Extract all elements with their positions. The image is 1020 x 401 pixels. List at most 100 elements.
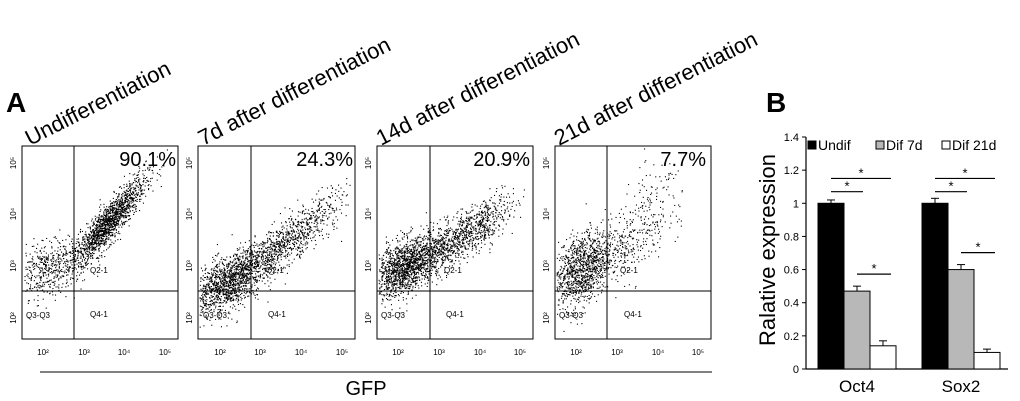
scatter-point bbox=[401, 269, 403, 271]
scatter-point bbox=[288, 233, 290, 235]
scatter-point bbox=[320, 199, 322, 201]
scatter-point bbox=[74, 264, 76, 266]
scatter-point bbox=[411, 265, 413, 267]
scatter-point bbox=[79, 230, 81, 232]
scatter-point bbox=[239, 272, 241, 274]
scatter-point bbox=[82, 280, 84, 282]
scatter-point bbox=[207, 277, 209, 279]
scatter-point bbox=[244, 252, 246, 254]
x-tick-label: 10² bbox=[37, 348, 49, 357]
scatter-point bbox=[245, 274, 247, 276]
scatter-point bbox=[423, 239, 425, 241]
scatter-point bbox=[201, 298, 203, 300]
scatter-point bbox=[237, 303, 239, 305]
scatter-point bbox=[273, 270, 275, 272]
scatter-point bbox=[231, 275, 233, 277]
scatter-point bbox=[62, 283, 64, 285]
scatter-point bbox=[126, 220, 128, 222]
scatter-point bbox=[62, 275, 64, 277]
scatter-point bbox=[143, 189, 145, 191]
scatter-point bbox=[216, 283, 218, 285]
scatter-point bbox=[405, 287, 407, 289]
scatter-point bbox=[80, 251, 82, 253]
scatter-point bbox=[207, 292, 209, 294]
scatter-point bbox=[222, 302, 224, 304]
scatter-point bbox=[239, 268, 241, 270]
scatter-point bbox=[83, 236, 85, 238]
scatter-point bbox=[206, 304, 208, 306]
scatter-point bbox=[247, 295, 249, 297]
scatter-point bbox=[416, 251, 418, 253]
scatter-point bbox=[297, 228, 299, 230]
scatter-point bbox=[203, 284, 205, 286]
scatter-point bbox=[279, 254, 281, 256]
scatter-point bbox=[401, 271, 403, 273]
scatter-point bbox=[105, 218, 107, 220]
scatter-point bbox=[433, 265, 435, 267]
scatter-point bbox=[107, 224, 109, 226]
scatter-point bbox=[233, 273, 235, 275]
scatter-point bbox=[78, 266, 80, 268]
scatter-point bbox=[95, 232, 97, 234]
scatter-point bbox=[401, 258, 403, 260]
scatter-point bbox=[92, 229, 94, 231]
scatter-point bbox=[123, 203, 125, 205]
scatter-point bbox=[258, 255, 260, 257]
scatter-point bbox=[91, 220, 93, 222]
scatter-point bbox=[414, 237, 416, 239]
scatter-point bbox=[217, 316, 219, 318]
scatter-point bbox=[314, 219, 316, 221]
scatter-point bbox=[209, 291, 211, 293]
scatter-point bbox=[279, 234, 281, 236]
scatter-point bbox=[399, 279, 401, 281]
scatter-point bbox=[91, 247, 93, 249]
scatter-point bbox=[76, 250, 78, 252]
scatter-point bbox=[253, 266, 255, 268]
scatter-point bbox=[385, 251, 387, 253]
scatter-point bbox=[95, 257, 97, 259]
scatter-point bbox=[31, 264, 33, 266]
scatter-point bbox=[282, 237, 284, 239]
scatter-point bbox=[275, 250, 277, 252]
scatter-point bbox=[290, 237, 292, 239]
scatter-point bbox=[114, 226, 116, 228]
scatter-point bbox=[297, 249, 299, 251]
scatter-point bbox=[339, 209, 341, 211]
scatter-point bbox=[119, 233, 121, 235]
scatter-point bbox=[100, 239, 102, 241]
scatter-point bbox=[232, 280, 234, 282]
scatter-point bbox=[134, 188, 136, 190]
scatter-point bbox=[239, 263, 241, 265]
scatter-point bbox=[232, 261, 234, 263]
scatter-point bbox=[311, 198, 313, 200]
scatter-point bbox=[147, 185, 149, 187]
scatter-point bbox=[42, 272, 44, 274]
scatter-point bbox=[72, 261, 74, 263]
scatter-point bbox=[215, 289, 217, 291]
scatter-point bbox=[297, 237, 299, 239]
scatter-point bbox=[135, 184, 137, 186]
scatter-point bbox=[119, 209, 121, 211]
scatter-point bbox=[326, 224, 328, 226]
scatter-point bbox=[318, 204, 320, 206]
scatter-point bbox=[50, 259, 52, 261]
scatter-point bbox=[109, 246, 111, 248]
scatter-point bbox=[128, 225, 130, 227]
scatter-point bbox=[102, 235, 104, 237]
scatter-point bbox=[53, 276, 55, 278]
scatter-point bbox=[31, 272, 33, 274]
scatter-point bbox=[265, 268, 267, 270]
scatter-point bbox=[138, 179, 140, 181]
scatter-point bbox=[74, 259, 76, 261]
scatter-point bbox=[392, 270, 394, 272]
scatter-point bbox=[37, 295, 39, 297]
scatter-point bbox=[211, 276, 213, 278]
scatter-point bbox=[127, 193, 129, 195]
scatter-point bbox=[87, 236, 89, 238]
scatter-point bbox=[97, 230, 99, 232]
scatter-point bbox=[38, 275, 40, 277]
scatter-point bbox=[397, 294, 399, 296]
scatter-point bbox=[282, 247, 284, 249]
scatter-point bbox=[76, 246, 78, 248]
scatter-point bbox=[78, 241, 80, 243]
